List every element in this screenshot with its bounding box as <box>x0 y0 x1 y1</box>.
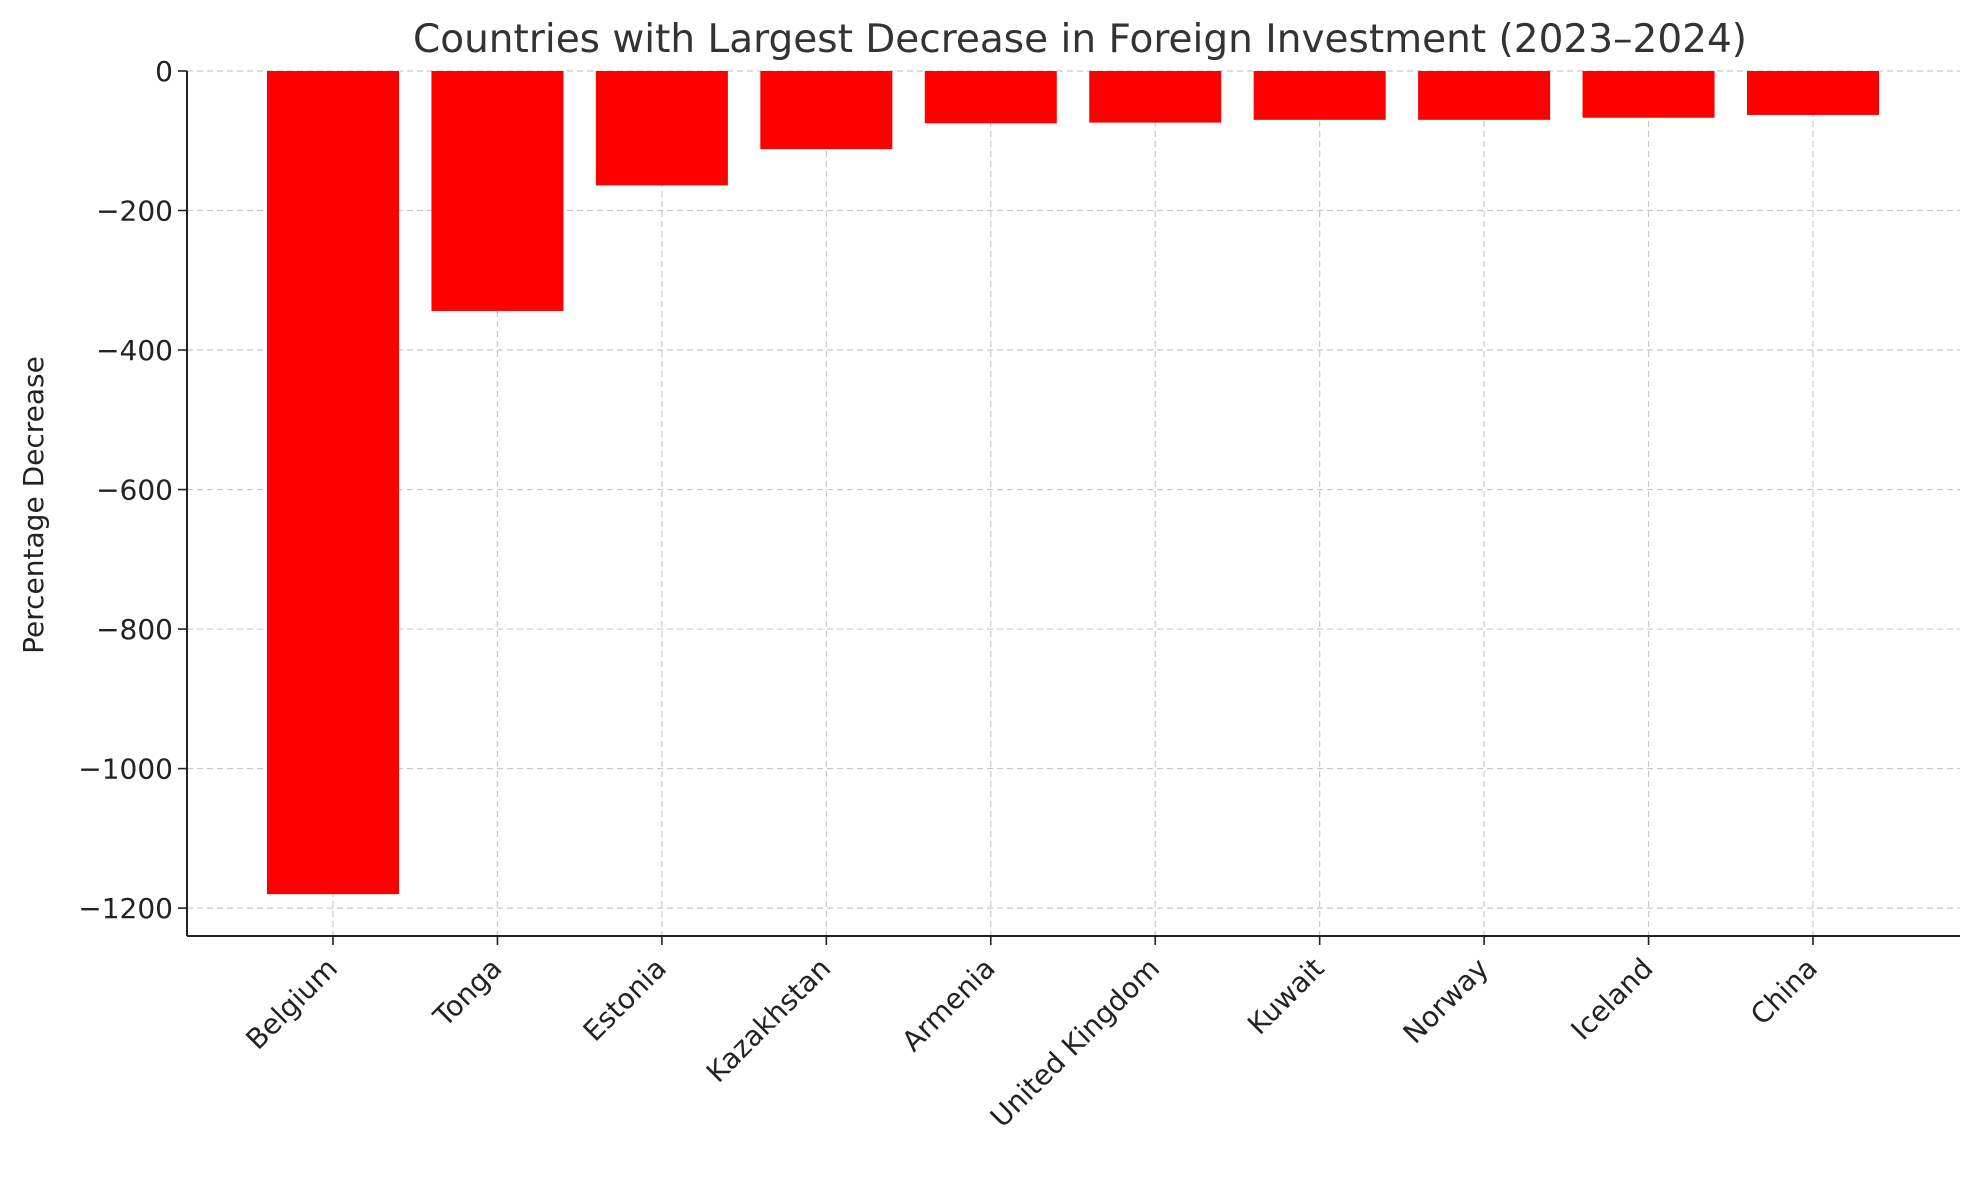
x-axis-ticks: Belgium Tonga Estonia Kazakhstan ArmeniaUnit… <box>239 936 1824 1134</box>
x-tick-label: China <box>1744 952 1824 1032</box>
y-tick-label: −600 <box>96 474 173 507</box>
y-axis-ticks: 0 −200 −400 −600 −800 −1000 −1200 <box>78 55 187 925</box>
x-tick-label: Norway <box>1397 952 1495 1050</box>
y-tick-label: −400 <box>96 334 173 367</box>
x-tick-label: United Kingdom <box>984 952 1166 1134</box>
y-tick-label: 0 <box>155 55 173 88</box>
x-tick-label: Iceland <box>1565 952 1660 1047</box>
bar-norway <box>1418 71 1551 120</box>
x-tick-label: Kazakhstan <box>700 952 837 1089</box>
bar-kazakhstan <box>760 71 893 150</box>
x-tick-label: Armenia <box>895 952 1001 1058</box>
x-tick-label: Estonia <box>577 952 673 1048</box>
bar-kuwait <box>1253 71 1386 120</box>
axes <box>186 71 1960 937</box>
bar-tonga <box>431 71 564 311</box>
chart-title: Countries with Largest Decrease in Forei… <box>413 17 1747 62</box>
bars <box>267 71 1879 895</box>
bar-iceland <box>1582 71 1715 118</box>
bar-united-kingdom <box>1089 71 1222 123</box>
y-axis-label: Percentage Decrease <box>17 356 50 654</box>
y-tick-label: −1200 <box>78 892 173 925</box>
bar-armenia <box>924 71 1057 124</box>
y-tick-label: −1000 <box>78 753 173 786</box>
bar-belgium <box>267 71 399 895</box>
y-tick-label: −200 <box>96 195 173 228</box>
y-tick-label: −800 <box>96 613 173 646</box>
bar-china <box>1747 71 1879 115</box>
bar-estonia <box>595 71 728 186</box>
x-tick-label: Tonga <box>426 952 508 1034</box>
x-tick-label: Belgium <box>239 952 344 1057</box>
x-tick-label: Kuwait <box>1241 952 1330 1041</box>
